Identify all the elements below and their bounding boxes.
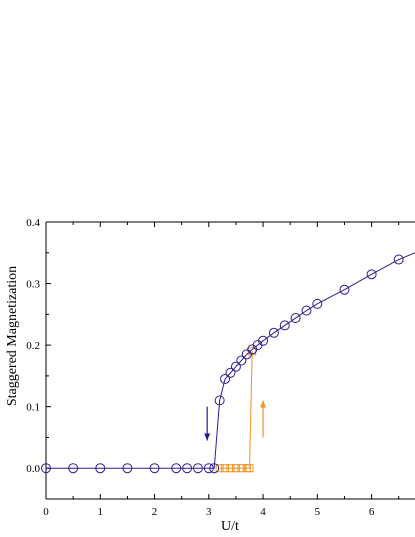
series-1-point [41, 463, 51, 474]
series-1-point [236, 355, 247, 366]
series-1-point [241, 349, 252, 360]
x-tick-label: 5 [315, 506, 321, 518]
series-2-point [221, 464, 230, 473]
series-1-point [122, 463, 133, 474]
series-2-point [248, 347, 257, 356]
series-1-point [393, 254, 404, 265]
series-1-point [68, 463, 79, 474]
arrow-up-head [260, 400, 267, 408]
series-1-point [279, 320, 290, 331]
series-1-point [258, 335, 269, 346]
y-tick-label: 0.4 [26, 217, 40, 229]
series-1-point [339, 284, 350, 295]
series-1-point [203, 463, 214, 474]
series-2-point [237, 464, 246, 473]
x-tick-label: 3 [206, 506, 212, 518]
series-1-point [171, 463, 182, 474]
arrow-down-head [204, 433, 211, 441]
series-1-point [214, 395, 225, 406]
series-1-point [225, 367, 236, 378]
series-1-point [268, 327, 279, 338]
x-tick-label: 6 [369, 506, 375, 518]
series-1-point [230, 361, 241, 372]
series-2-line [219, 351, 253, 469]
series-1-point [312, 298, 323, 309]
series-1-point [301, 305, 312, 316]
x-tick-label: 1 [98, 506, 104, 518]
series-1-point [95, 463, 106, 474]
series-1-point [192, 463, 203, 474]
x-tick-label: 0 [43, 506, 49, 518]
series-2-point [226, 464, 235, 473]
x-tick-label: 4 [260, 506, 266, 518]
y-tick-label: 0.2 [26, 340, 40, 352]
x-tick-label: 2 [152, 506, 158, 518]
series-1-point [220, 373, 231, 384]
series-1-point [366, 269, 377, 280]
y-axis-label: Staggered Magnetization [5, 266, 20, 406]
series-1-point [182, 463, 193, 474]
series-1-point [149, 463, 160, 474]
series-2-point [245, 464, 254, 473]
series-1-point [209, 463, 220, 474]
x-axis-label: U/t [221, 519, 239, 534]
y-tick-label: 0.1 [26, 402, 40, 414]
series-1-line [46, 252, 415, 469]
y-tick-label: 0.3 [26, 279, 40, 291]
series-1-point [290, 313, 301, 324]
series-2-point [231, 464, 240, 473]
series-2-point [215, 464, 224, 473]
y-tick-label: 0.0 [26, 463, 40, 475]
